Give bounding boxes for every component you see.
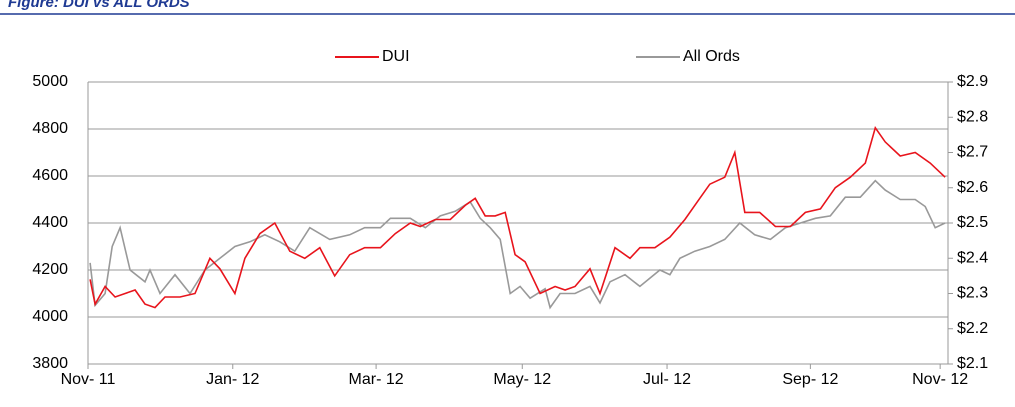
y-tick-label: 4800 [32, 120, 68, 137]
x-tick-label: Jul- 12 [643, 371, 691, 388]
y-tick-label: 4000 [32, 308, 68, 325]
y2-tick-label: $2.3 [957, 285, 988, 302]
y-tick-label: 4600 [32, 167, 68, 184]
x-tick-label: May- 12 [493, 371, 551, 388]
y2-tick-label: $2.6 [957, 179, 988, 196]
x-tick-label: Jan- 12 [206, 371, 259, 388]
y2-tick-label: $2.8 [957, 108, 988, 125]
y2-tick-label: $2.2 [957, 320, 988, 337]
y2-tick-label: $2.1 [957, 355, 988, 372]
y-tick-label: 4400 [32, 214, 68, 231]
x-tick-label: Nov- 11 [61, 371, 116, 388]
x-tick-label: Sep- 12 [782, 371, 838, 388]
data-line [89, 125, 946, 309]
y2-tick-label: $2.4 [957, 249, 988, 266]
y-tick-label: 5000 [32, 73, 68, 90]
y-tick-label: 3800 [32, 355, 68, 372]
legend-label: DUI [382, 48, 410, 65]
data-line [89, 179, 946, 310]
y2-tick-label: $2.9 [957, 73, 988, 90]
legend-label: All Ords [683, 48, 740, 65]
x-tick-label: Nov- 12 [912, 371, 968, 388]
y-tick-label: 4200 [32, 261, 68, 278]
chart-title: Figure: DUI vs ALL ORDS [8, 0, 190, 11]
y2-tick-label: $2.5 [957, 214, 988, 231]
y2-tick-label: $2.7 [957, 144, 988, 161]
x-tick-label: Mar- 12 [349, 371, 404, 388]
